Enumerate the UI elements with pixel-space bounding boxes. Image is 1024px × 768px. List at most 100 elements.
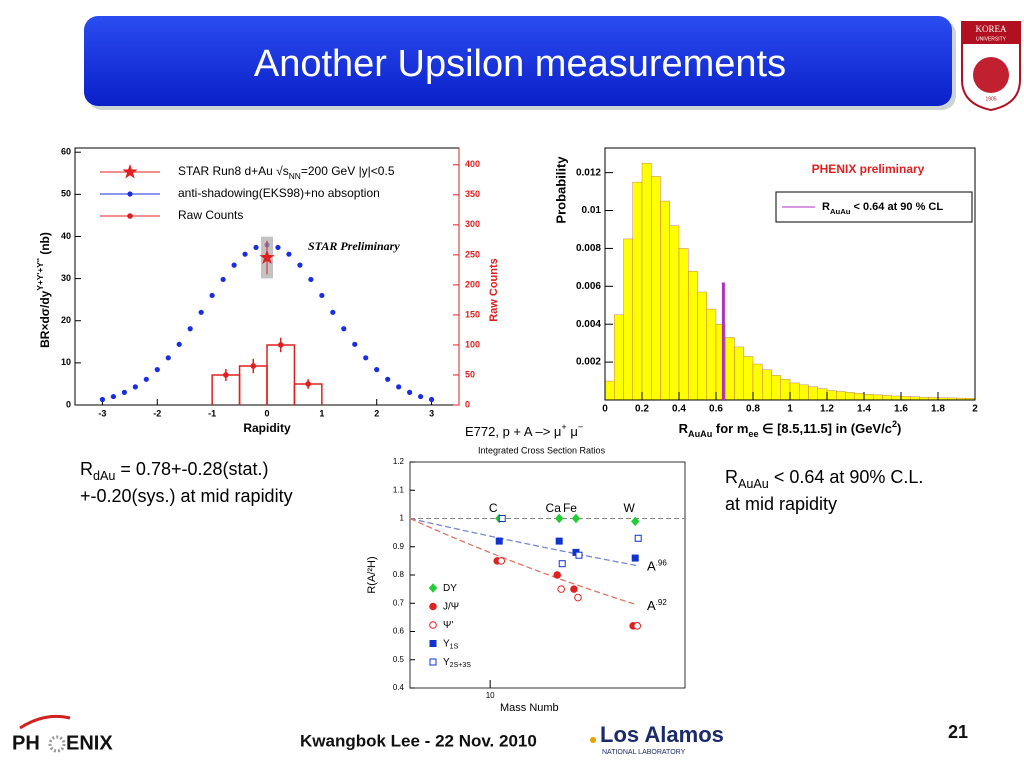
hist-bin <box>678 248 689 401</box>
legend-label: Υ1S <box>443 638 459 651</box>
x-tick-label: 1 <box>787 404 793 415</box>
y-tick-label: 0.6 <box>393 627 405 636</box>
hist-bin <box>725 337 735 401</box>
model-point <box>352 341 358 347</box>
y2-label: Raw Counts <box>488 258 500 322</box>
star-point <box>259 249 275 265</box>
y-tick-label: 0.004 <box>576 319 601 330</box>
y-tick-label: 1 <box>400 514 405 523</box>
tiger <box>973 57 1009 93</box>
note-left-2: +-0.20(sys.) at mid rapidity <box>80 486 293 506</box>
note-left-part: dAu <box>93 469 115 483</box>
plot-title-part: μ <box>567 424 578 439</box>
hist-bin <box>697 291 707 401</box>
model-point <box>231 262 237 268</box>
x-tick-label: 1 <box>319 408 324 418</box>
note-right-part: AuAu <box>738 477 769 491</box>
model-point <box>385 376 391 382</box>
legend-sub: 2S+3S <box>450 662 472 669</box>
y-label-part: (nb) <box>38 232 52 258</box>
hist-bin <box>734 346 744 401</box>
lanl-dot <box>590 737 596 743</box>
y-label-part: BR×dσ/dy <box>38 290 52 348</box>
x-label-part: ) <box>897 421 901 436</box>
fit-base: A <box>647 559 656 574</box>
model-point <box>110 393 116 400</box>
legend-raw: Raw Counts <box>178 208 243 222</box>
plot-title: PHENIX preliminary <box>812 162 925 176</box>
model-point <box>121 389 127 395</box>
model-point <box>220 276 226 283</box>
hist-bin <box>632 181 643 401</box>
marker <box>571 513 581 524</box>
y-tick-label: 50 <box>61 189 71 199</box>
raw-bin <box>266 344 296 405</box>
hist-bin <box>780 378 791 401</box>
legend-label: Ψ' <box>443 620 453 631</box>
y-label: R(A/²H) <box>366 556 378 593</box>
fit-label: A.96 <box>647 558 667 574</box>
y-tick-label: 0.002 <box>576 357 601 368</box>
y2-tick-label: 400 <box>465 159 480 169</box>
x-tick-label: -2 <box>153 408 161 418</box>
legend-dot <box>127 213 133 219</box>
y2-tick-label: 250 <box>465 249 480 259</box>
x-tick-label: 10 <box>486 691 495 700</box>
hist-bin <box>826 390 837 401</box>
x-label-part: ee <box>748 429 758 439</box>
x-label: RAuAu for mee ∈ [8.5,11.5] in (GeV/c2) <box>679 419 902 439</box>
legend-dot <box>127 191 133 197</box>
model-point <box>275 244 281 251</box>
note-left: RdAu = 0.78+-0.28(stat.) <box>80 459 269 484</box>
y2-tick-label: 150 <box>465 309 480 319</box>
note-left-part: = 0.78+-0.28(stat.) <box>115 459 268 479</box>
marker <box>574 593 582 602</box>
hist-bin <box>771 375 781 401</box>
x-label-part: AuAu <box>688 429 712 439</box>
x-label: Rapidity <box>243 421 291 435</box>
legend-model: anti-shadowing(EKS98)+no absoption <box>178 186 380 200</box>
marker <box>429 658 437 666</box>
marker <box>428 583 438 593</box>
marker <box>429 602 437 611</box>
marker <box>555 513 564 524</box>
hist-bin <box>614 314 624 401</box>
legend-label-part: R <box>822 201 830 213</box>
legend-label: Υ2S+3S <box>443 657 471 670</box>
x-tick-label: 0.6 <box>709 404 723 415</box>
y-tick-label: 0.01 <box>582 205 602 216</box>
hist-bin <box>752 363 763 401</box>
element-label: W <box>624 501 636 515</box>
korea-band <box>962 22 1020 44</box>
fit-exp: .96 <box>656 558 668 567</box>
marker <box>497 557 506 565</box>
marker <box>570 585 578 593</box>
legend-star-label-part: =200 GeV |y|<0.5 <box>301 164 395 178</box>
x-tick-label: 0.8 <box>746 404 760 415</box>
marker <box>495 537 503 545</box>
marker <box>498 515 506 522</box>
y2-tick-label: 300 <box>465 219 480 229</box>
legend-star-label-part: NN <box>289 171 301 181</box>
model-point <box>165 355 171 361</box>
phenix-star <box>48 735 66 753</box>
hist-bin <box>863 394 874 401</box>
plot-title-part: + <box>561 422 566 432</box>
model-point <box>209 292 215 299</box>
page-number: 21 <box>948 722 968 742</box>
legend-label-part: AuAu <box>830 207 851 216</box>
hist-bin <box>873 394 883 401</box>
x-tick-label: 1.6 <box>894 404 908 415</box>
x-label-part: R <box>679 421 689 436</box>
hist-bin <box>641 162 652 401</box>
legend-label: RAuAu < 0.64 at 90 % CL <box>822 201 943 216</box>
model-point <box>242 251 248 257</box>
plot-title-part: − <box>578 422 583 432</box>
korea-name: KOREA <box>976 24 1007 34</box>
legend-star-label: STAR Run8 d+Au √sNN=200 GeV |y|<0.5 <box>178 164 395 181</box>
x-tick-label: 0 <box>264 408 269 418</box>
hist-bin <box>799 384 809 401</box>
hist-bin <box>900 396 911 401</box>
